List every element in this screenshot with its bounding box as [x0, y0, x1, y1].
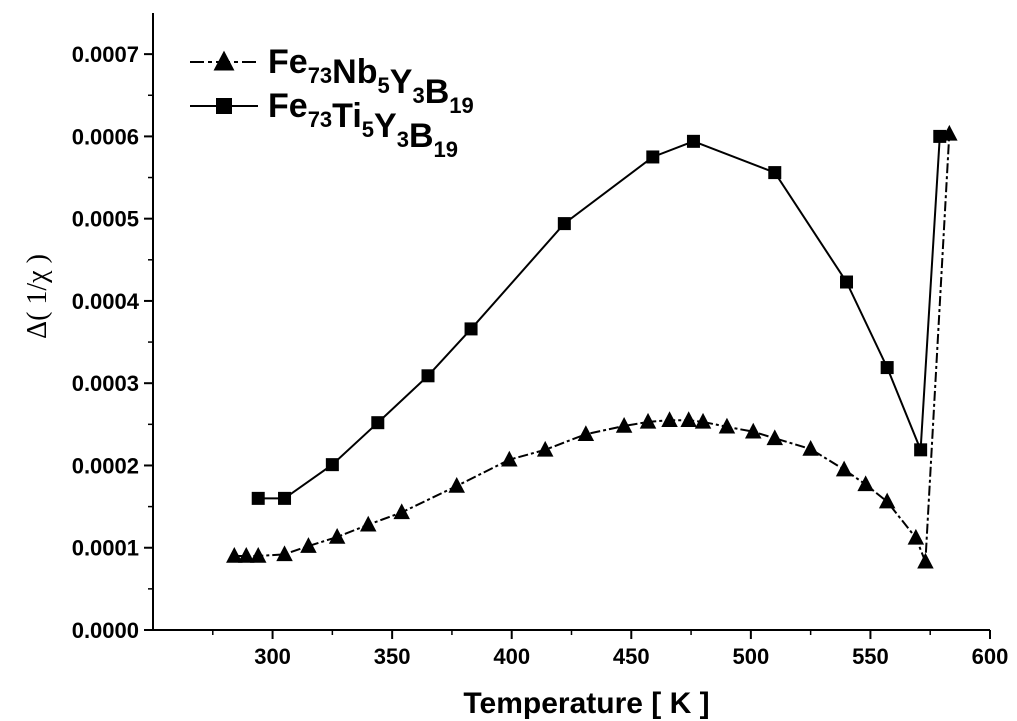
- legend-item-1: Fe73Nb5Y3B19: [190, 43, 474, 118]
- x-tick-label: 450: [613, 644, 650, 669]
- x-axis-title: Temperature [ K ]: [463, 687, 709, 720]
- triangle-marker: [501, 450, 518, 467]
- y-tick-label: 0.0006: [72, 124, 139, 149]
- triangle-marker: [249, 546, 267, 563]
- triangle-marker: [835, 460, 853, 477]
- series-line: [258, 136, 941, 500]
- series-1: [226, 124, 958, 569]
- x-tick-label: 350: [374, 644, 411, 669]
- triangle-marker: [213, 50, 235, 71]
- square-marker: [768, 166, 782, 180]
- triangle-marker: [393, 503, 410, 520]
- y-tick-label: 0.0003: [72, 371, 139, 396]
- triangle-marker: [766, 429, 784, 446]
- triangle-marker: [694, 412, 712, 429]
- square-marker: [646, 150, 660, 164]
- triangle-marker: [328, 528, 346, 544]
- legend-label: Fe73Nb5Y3B19: [268, 43, 474, 118]
- square-marker: [421, 369, 435, 383]
- square-marker: [325, 458, 339, 472]
- x-tick-label: 400: [493, 644, 530, 669]
- square-marker: [914, 443, 928, 457]
- triangle-marker: [907, 528, 925, 545]
- legend-item-2: Fe73Ti5Y3B19: [190, 87, 458, 162]
- triangle-marker: [238, 546, 255, 563]
- triangle-marker: [680, 411, 697, 427]
- square-marker: [557, 217, 571, 231]
- square-marker: [251, 491, 265, 505]
- y-axis-title: Δ( 1/χ ): [22, 254, 53, 339]
- series-line: [234, 133, 951, 563]
- triangle-marker: [226, 546, 243, 563]
- triangle-marker: [718, 417, 736, 434]
- triangle-marker: [577, 425, 595, 441]
- triangle-marker: [536, 440, 554, 457]
- x-tick-label: 600: [972, 644, 1009, 669]
- square-marker: [278, 491, 292, 505]
- series-2: [251, 129, 947, 505]
- square-marker: [216, 98, 232, 114]
- square-marker: [686, 134, 700, 148]
- triangle-marker: [448, 477, 465, 493]
- axes: 300 350 400 450 500 550 600 0.0000 0.0001 0.0002 0…: [72, 13, 1009, 669]
- y-tick-label: 0.0005: [72, 207, 139, 232]
- triangle-marker: [276, 545, 293, 562]
- triangle-marker: [615, 416, 633, 433]
- x-tick-label: 550: [852, 644, 889, 669]
- square-marker: [933, 129, 947, 143]
- square-marker: [371, 416, 385, 430]
- triangle-marker: [300, 537, 317, 553]
- series-layer: [226, 124, 958, 569]
- y-tick-label: 0.0002: [72, 453, 139, 478]
- y-tick-label: 0.0001: [72, 536, 139, 561]
- triangle-marker: [878, 492, 896, 509]
- y-tick-label: 0.0004: [72, 289, 140, 314]
- triangle-marker: [744, 422, 762, 439]
- x-tick-label: 300: [254, 644, 291, 669]
- y-tick-label: 0.0007: [72, 42, 139, 67]
- triangle-marker: [661, 411, 678, 427]
- triangle-marker: [639, 412, 657, 429]
- square-marker: [840, 275, 854, 289]
- square-marker: [464, 322, 478, 336]
- triangle-marker: [857, 475, 874, 492]
- triangle-marker: [802, 440, 819, 456]
- axis-titles: Temperature [ K ] Δ( 1/χ ): [22, 254, 710, 720]
- y-tick-label: 0.0000: [72, 618, 139, 643]
- triangle-marker: [359, 515, 377, 532]
- x-tick-label: 500: [732, 644, 769, 669]
- legend-label: Fe73Ti5Y3B19: [268, 87, 458, 162]
- square-marker: [880, 361, 894, 375]
- triangle-marker: [917, 552, 934, 569]
